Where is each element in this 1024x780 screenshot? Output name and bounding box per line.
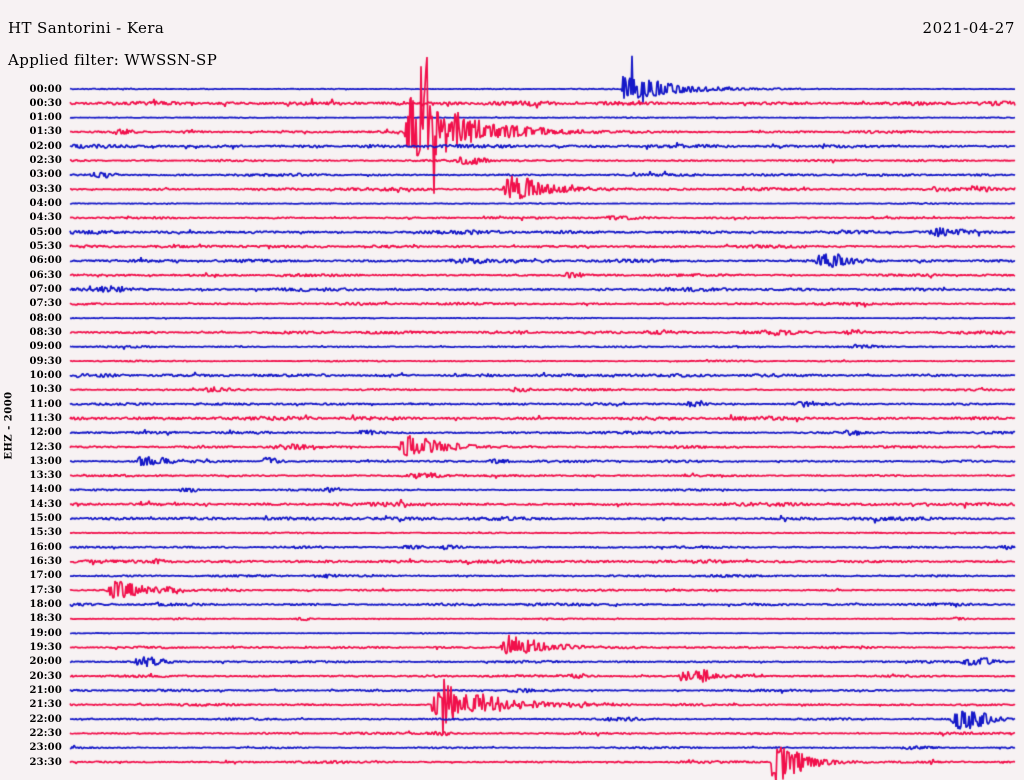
time-label: 04:30 (29, 212, 62, 224)
time-label: 13:00 (29, 455, 62, 467)
time-label: 04:00 (29, 198, 62, 210)
time-label: 18:30 (29, 613, 62, 625)
time-label: 08:30 (29, 326, 62, 338)
time-label: 05:30 (29, 241, 62, 253)
time-label: 07:30 (29, 298, 62, 310)
time-label: 03:00 (29, 169, 62, 181)
time-label: 19:30 (29, 641, 62, 653)
time-label: 12:30 (29, 441, 62, 453)
time-label: 16:30 (29, 556, 62, 568)
time-label: 15:30 (29, 527, 62, 539)
time-label: 02:00 (29, 140, 62, 152)
time-label: 12:00 (29, 427, 62, 439)
date-label: 2021-04-27 (922, 19, 1015, 37)
time-label: 07:00 (29, 283, 62, 295)
time-label: 23:30 (29, 756, 62, 768)
time-label: 10:30 (29, 384, 62, 396)
time-label: 06:30 (29, 269, 62, 281)
time-label: 22:00 (29, 713, 62, 725)
time-label: 14:00 (29, 484, 62, 496)
time-label: 19:00 (29, 627, 62, 639)
time-label: 21:30 (29, 699, 62, 711)
time-label: 14:30 (29, 498, 62, 510)
time-label: 18:00 (29, 599, 62, 611)
time-label: 21:00 (29, 684, 62, 696)
time-label: 22:30 (29, 727, 62, 739)
time-label: 03:30 (29, 183, 62, 195)
time-label: 17:00 (29, 570, 62, 582)
time-label: 01:30 (29, 126, 62, 138)
time-label: 00:30 (29, 97, 62, 109)
time-label: 15:00 (29, 513, 62, 525)
time-label: 20:30 (29, 670, 62, 682)
time-label: 11:00 (29, 398, 62, 410)
station-title: HT Santorini - Kera (8, 19, 165, 37)
time-label: 10:00 (29, 369, 62, 381)
time-label: 06:00 (29, 255, 62, 267)
filter-label: Applied filter: WWSSN-SP (8, 51, 218, 69)
time-label: 09:00 (29, 341, 62, 353)
time-label: 02:30 (29, 155, 62, 167)
time-label: 13:30 (29, 470, 62, 482)
time-label: 23:00 (29, 742, 62, 754)
time-label: 09:30 (29, 355, 62, 367)
time-label: 20:00 (29, 656, 62, 668)
time-label: 05:00 (29, 226, 62, 238)
time-label: 16:00 (29, 541, 62, 553)
time-label: 08:00 (29, 312, 62, 324)
time-label: 11:30 (29, 412, 62, 424)
channel-axis-label: EHZ - 2000 (3, 391, 15, 460)
time-label: 00:00 (29, 83, 62, 95)
time-label: 17:30 (29, 584, 62, 596)
time-label: 01:00 (29, 112, 62, 124)
